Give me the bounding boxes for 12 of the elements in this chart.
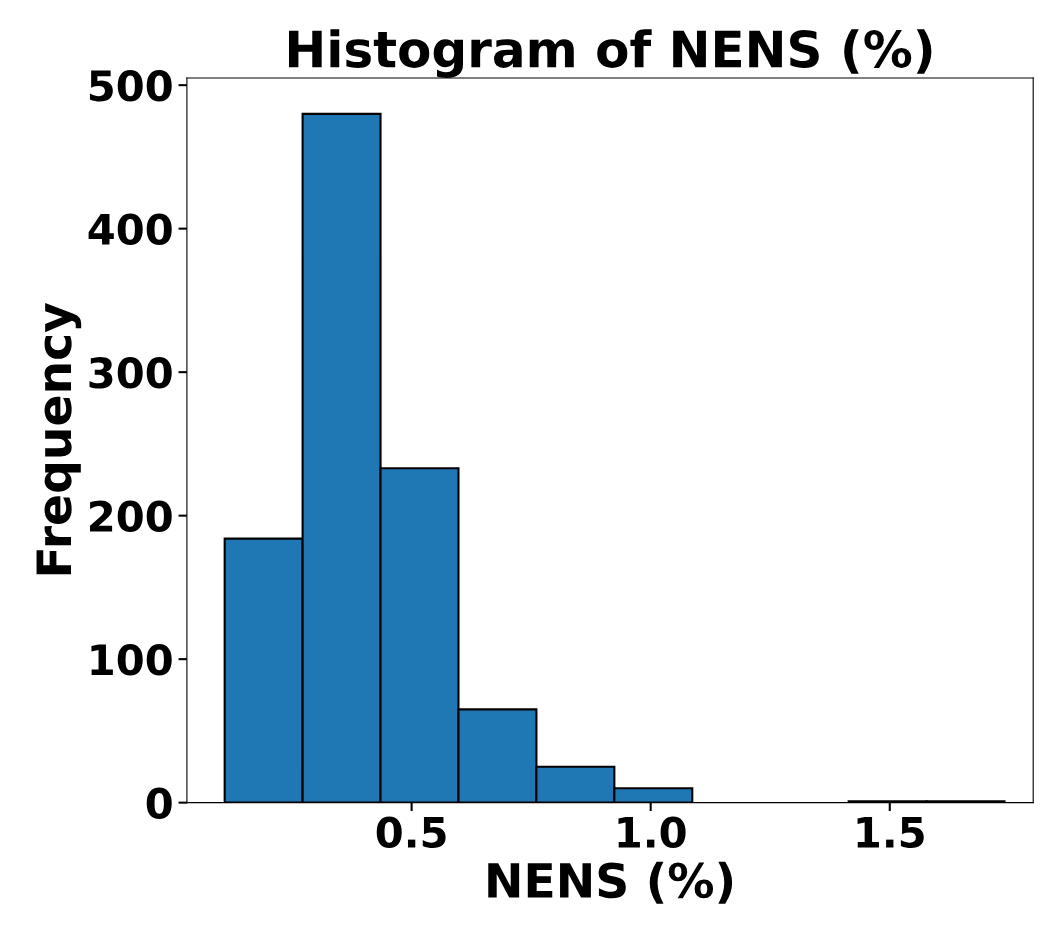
y-tick-label: 400	[88, 213, 172, 246]
x-tick-label: 1.0	[618, 816, 686, 849]
y-tick-label: 0	[146, 787, 172, 820]
x-tick-label: 1.5	[857, 817, 924, 849]
y-tick-label: 500	[89, 70, 172, 102]
chart-title: Histogram of NENS (%)	[289, 29, 932, 78]
x-tick-label: 0.5	[376, 816, 446, 849]
y-tick-label: 200	[90, 500, 172, 533]
y-tick-label: 300	[89, 357, 172, 389]
x-axis-title: NENS (%)	[488, 861, 733, 904]
y-tick-label: 100	[91, 644, 172, 676]
y-axis-title: Frequency	[36, 302, 82, 575]
